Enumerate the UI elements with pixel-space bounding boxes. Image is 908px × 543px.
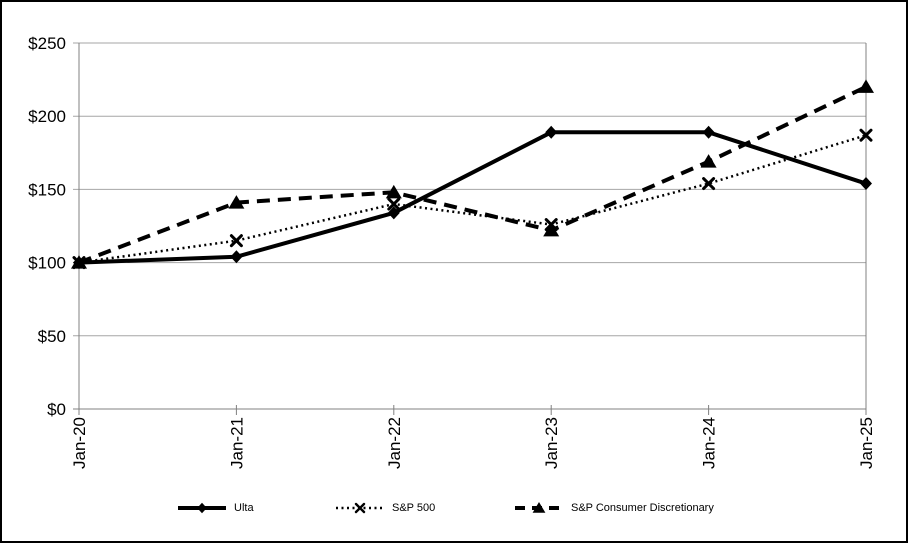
series-line-2 [78,85,867,265]
triangle-marker [700,154,717,168]
x-marker [544,218,558,232]
x-axis-tick-label: Jan-25 [857,417,876,469]
diamond-marker [702,125,715,139]
x-axis-tick-label: Jan-24 [700,417,719,469]
triangle-marker [385,184,402,199]
legend-sample-dotted-x [336,502,384,514]
x-axis-tick-label: Jan-21 [227,417,246,469]
chart-legend: Ulta S&P 500 S&P Consumer Discretionary [2,499,906,521]
legend-sample-dashed-triangle [515,502,563,513]
y-axis-tick-label: $200 [28,107,66,126]
triangle-marker [858,79,874,93]
y-axis-tick-label: $50 [38,327,66,346]
x-marker [859,128,873,142]
x-marker [229,234,243,248]
x-marker [702,177,716,191]
x-axis-tick-label: Jan-20 [70,417,89,469]
diamond-marker [387,206,400,220]
legend-item-ulta: Ulta [177,499,254,517]
x-axis-tick-label: Jan-22 [385,417,404,469]
diamond-marker [230,250,243,264]
series-line-1 [78,134,867,264]
triangle-marker [543,222,560,237]
diamond-marker [73,256,85,270]
triangle-marker [228,195,245,209]
diamond-marker [545,125,558,139]
legend-sample-solid-diamond [178,502,226,514]
y-axis-tick-label: $100 [28,254,66,273]
legend-label-ulta: Ulta [234,502,254,514]
legend-item-sp500: S&P 500 [335,499,435,517]
y-axis-tick-label: $250 [28,34,66,53]
legend-item-sp-consumer-discretionary: S&P Consumer Discretionary [514,499,714,517]
x-marker [387,197,401,211]
x-axis-tick-label: Jan-23 [542,417,561,469]
diamond-marker [197,502,207,514]
y-axis-tick-label: $0 [47,400,66,419]
diamond-marker [860,177,872,191]
x-marker [354,502,366,514]
legend-label-sp-consumer-discretionary: S&P Consumer Discretionary [571,502,714,514]
legend-label-sp500: S&P 500 [392,502,436,514]
series-line-0 [78,130,867,265]
triangle-marker [532,502,546,513]
y-axis-tick-label: $150 [28,180,66,199]
